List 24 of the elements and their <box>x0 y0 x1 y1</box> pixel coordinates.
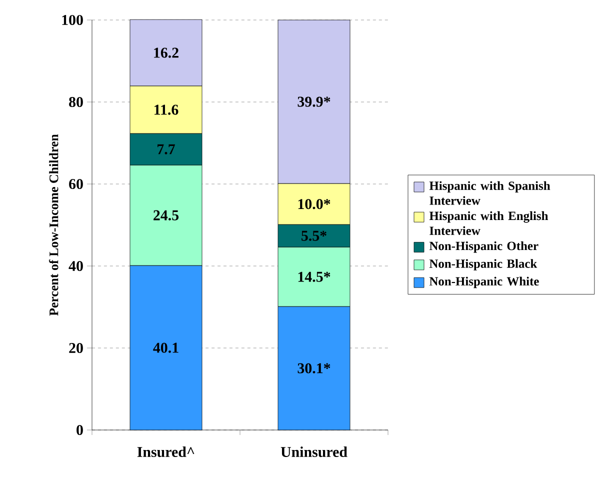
y-tick-label: 60 <box>69 178 83 190</box>
legend-label: Non-Hispanic Other <box>429 241 538 253</box>
data-label: 7.7 <box>158 144 175 154</box>
data-label: 30.1* <box>298 363 330 374</box>
y-axis-title: Percent of Low-Income Children <box>48 134 58 316</box>
data-label: 16.2 <box>154 48 178 58</box>
legend-label: Non-Hispanic White <box>429 276 539 288</box>
legend-label: Non-Hispanic Black <box>429 259 538 270</box>
data-label: 11.6 <box>154 104 178 115</box>
y-tick-label: 20 <box>69 342 83 354</box>
data-label: 39.9* <box>298 96 330 107</box>
y-tick-label: 80 <box>69 96 83 108</box>
data-label: 14.5* <box>298 272 330 282</box>
data-label: 5.5* <box>302 230 326 241</box>
y-tick-label: 40 <box>68 260 83 272</box>
x-tick-label: Insured^ <box>137 446 194 458</box>
data-label: 24.5 <box>154 210 179 220</box>
legend-label: Hispanic with English Interview <box>429 211 548 236</box>
data-label: 10.0* <box>298 199 330 210</box>
y-tick-label: 100 <box>62 14 83 26</box>
x-tick-label: Uninsured <box>280 446 348 458</box>
y-tick-label: 0 <box>76 424 83 436</box>
data-label: 40.1 <box>153 342 178 353</box>
legend-label: Hispanic with Spanish Interview <box>429 181 550 205</box>
